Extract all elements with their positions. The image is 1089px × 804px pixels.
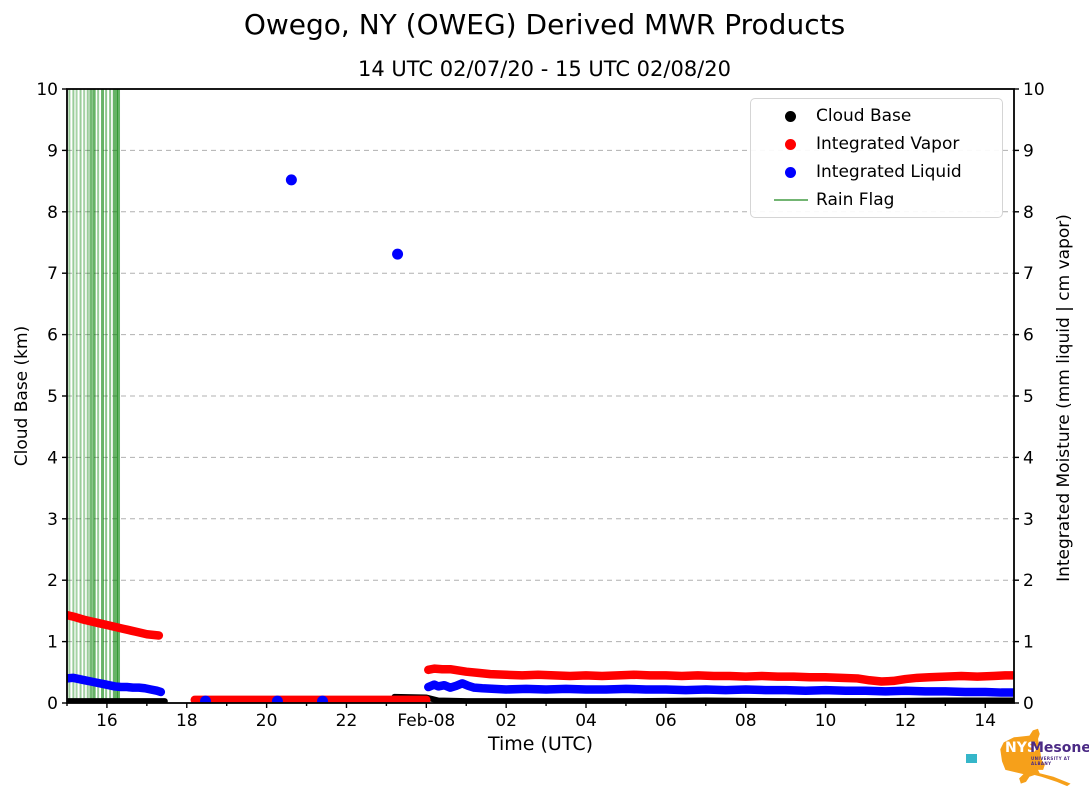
chart-subtitle: 14 UTC 02/07/20 - 15 UTC 02/08/20 <box>358 57 731 81</box>
legend-marker-shape <box>773 199 808 201</box>
y-tick-label-left: 9 <box>47 141 58 161</box>
legend-marker-shape <box>785 138 796 150</box>
y-tick-label-left: 6 <box>47 326 58 346</box>
x-axis-label: Time (UTC) <box>487 733 594 755</box>
data-point <box>317 695 329 703</box>
y-tick-label-right: 6 <box>1023 326 1034 346</box>
y-tick-label-left: 3 <box>47 510 58 530</box>
y-tick-label-left: 7 <box>47 264 58 284</box>
ny-state-shape <box>1000 728 1071 787</box>
logo-name-text: Mesonet <box>1030 740 1089 756</box>
series-segment <box>424 679 1014 697</box>
legend-item-cloud-base: Cloud Base <box>751 102 1002 130</box>
legend-item-integrated-vapor: Integrated Vapor <box>751 130 1002 158</box>
y-axis-label-right: Integrated Moisture (mm liquid | cm vapo… <box>1054 214 1074 582</box>
y-axis-label-left: Cloud Base (km) <box>12 325 32 467</box>
legend-line-marker <box>768 199 813 201</box>
x-tick-label: 14 <box>974 711 996 731</box>
x-tick-label: 16 <box>96 711 118 731</box>
y-tick-label-right: 2 <box>1023 571 1034 591</box>
x-tick-label: 08 <box>735 711 757 731</box>
logo-accent-square <box>966 754 977 763</box>
legend-label: Cloud Base <box>816 106 912 126</box>
series-segment <box>424 664 1014 686</box>
y-tick-label-right: 3 <box>1023 510 1034 530</box>
y-tick-label-right: 9 <box>1023 141 1034 161</box>
legend-dot-marker <box>768 166 813 178</box>
ny-state-icon <box>1000 728 1071 787</box>
x-tick-label: 18 <box>176 711 198 731</box>
legend-item-integrated-liquid: Integrated Liquid <box>751 158 1002 186</box>
y-tick-label-left: 5 <box>47 387 58 407</box>
x-tick-label: 02 <box>495 711 517 731</box>
nys-mesonet-logo: NYS Mesonet UNIVERSITY AT ALBANY <box>988 727 1089 787</box>
legend-label: Integrated Liquid <box>816 162 962 182</box>
legend-label: Integrated Vapor <box>816 134 960 154</box>
logo-org-text: NYS <box>1005 740 1037 756</box>
series-cloud-base <box>67 693 1014 703</box>
series-segment <box>67 673 166 697</box>
axis-tick-labels: 16 18 20 22 Feb-08 02 04 06 08 10 12 140 01 12 23 34 45 5… <box>36 80 1044 731</box>
series-segment <box>67 610 164 640</box>
x-tick-label: 06 <box>655 711 677 731</box>
legend-marker-shape <box>785 166 796 178</box>
y-tick-label-right: 4 <box>1023 448 1034 468</box>
data-point <box>285 174 297 186</box>
legend-label: Rain Flag <box>816 190 895 210</box>
x-tick-label: 12 <box>895 711 917 731</box>
data-point <box>271 695 283 703</box>
axis-ticks <box>62 88 1019 708</box>
y-tick-label-right: 8 <box>1023 203 1034 223</box>
rain-flag-lines <box>68 89 121 703</box>
legend: Cloud Base Integrated Vapor Integrated Liq… <box>750 98 1003 218</box>
series-integrated-vapor <box>67 610 1014 703</box>
y-tick-label-left: 4 <box>47 448 58 468</box>
legend-marker-shape <box>785 110 796 122</box>
x-tick-label: 22 <box>336 711 358 731</box>
data-point <box>200 695 212 703</box>
y-tick-label-right: 1 <box>1023 633 1034 653</box>
gridlines <box>67 149 1014 643</box>
chart-title: Owego, NY (OWEG) Derived MWR Products <box>243 8 846 41</box>
x-tick-label: 10 <box>815 711 837 731</box>
y-tick-label-left: 0 <box>47 694 58 714</box>
y-tick-label-left: 10 <box>36 80 58 100</box>
logo-tagline-text: UNIVERSITY AT ALBANY <box>1031 756 1071 766</box>
legend-item-rain-flag: Rain Flag <box>751 186 1002 214</box>
x-tick-label: 20 <box>256 711 278 731</box>
y-tick-label-right: 0 <box>1023 694 1034 714</box>
legend-dot-marker <box>768 138 813 150</box>
data-point <box>392 248 404 260</box>
y-tick-label-right: 5 <box>1023 387 1034 407</box>
y-tick-label-right: 10 <box>1023 80 1045 100</box>
series-integrated-liquid <box>67 174 1014 703</box>
legend-dot-marker <box>768 110 813 122</box>
x-tick-label: Feb-08 <box>397 711 455 731</box>
x-tick-label: 04 <box>575 711 597 731</box>
series-segment <box>391 693 1014 703</box>
y-tick-label-left: 1 <box>47 633 58 653</box>
y-tick-label-left: 2 <box>47 571 58 591</box>
y-tick-label-right: 7 <box>1023 264 1034 284</box>
y-tick-label-left: 8 <box>47 203 58 223</box>
